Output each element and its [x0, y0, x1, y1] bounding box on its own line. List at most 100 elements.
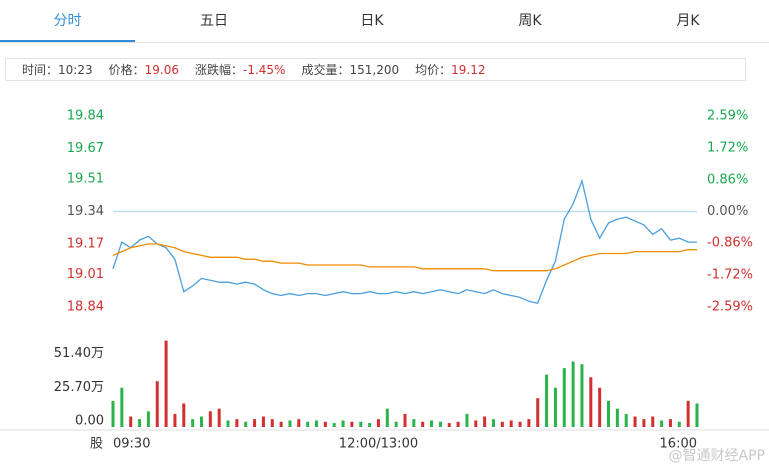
y-tick-label: 19.67: [67, 141, 104, 156]
y2-tick-label: 2.59%: [707, 109, 748, 124]
volume-bar: [332, 423, 336, 427]
volume-bar: [164, 340, 168, 427]
volume-bar: [562, 368, 566, 427]
info-label: 成交量：: [301, 63, 350, 77]
volume-bar: [138, 419, 142, 427]
volume-bar: [580, 364, 584, 427]
volume-bar: [668, 419, 672, 427]
y-tick-label: 18.84: [67, 300, 104, 315]
volume-bar: [155, 381, 159, 427]
volume-bar: [642, 419, 646, 427]
volume-bar: [536, 398, 540, 427]
info-label: 时间：: [22, 63, 59, 77]
tab[interactable]: 分时: [0, 0, 135, 42]
volume-bar: [120, 387, 124, 427]
y2-tick-label: 0.00%: [707, 204, 748, 219]
volume-bar: [235, 419, 239, 427]
x-tick-label: 09:30: [113, 437, 150, 452]
volume-bar: [598, 387, 602, 427]
volume-bar: [191, 419, 195, 427]
y-tick-label: 19.51: [67, 172, 104, 187]
volume-bar: [376, 419, 380, 427]
tab[interactable]: 日K: [360, 13, 384, 29]
volume-bar: [421, 421, 425, 427]
volume-bar: [412, 419, 416, 427]
volume-bar: [182, 403, 186, 427]
volume-bar: [607, 400, 611, 427]
volume-bar: [368, 423, 372, 427]
tab[interactable]: 月K: [676, 13, 700, 29]
info-item: 价格：19.06: [109, 59, 179, 80]
x-tick-label: 16:00: [660, 437, 697, 452]
volume-bar: [279, 421, 283, 427]
volume-bar: [270, 419, 274, 427]
volume-bar: [403, 413, 407, 427]
y-tick-label: 19.84: [67, 109, 104, 124]
tab[interactable]: 周K: [518, 13, 542, 29]
price-line: [112, 243, 697, 272]
info-item: 涨跌幅：-1.45%: [195, 59, 285, 80]
volume-bar: [677, 421, 681, 427]
volume-bar: [465, 413, 469, 427]
volume-bar: [633, 416, 637, 427]
info-label: 涨跌幅：: [194, 63, 243, 77]
volume-bar: [306, 421, 310, 427]
y2-tick-label: 0.86%: [707, 172, 748, 187]
volume-bar: [483, 416, 487, 427]
info-value: -1.45%: [243, 63, 286, 77]
volume-bar: [491, 419, 495, 427]
volume-bar: [615, 408, 619, 427]
info-bar: 时间：10:23 价格：19.06 涨跌幅：-1.45% 成交量：151,200 均价：…: [5, 58, 746, 81]
y-tick-label: 19.34: [67, 204, 104, 219]
info-item: 均价：19.12: [415, 59, 485, 80]
volume-bar: [545, 374, 549, 427]
tab-bar: 分时 五日 日K 周K 月K: [0, 0, 769, 43]
volume-bar: [288, 420, 292, 427]
info-value: 151,200: [349, 63, 400, 77]
volume-bar: [244, 421, 248, 427]
volume-bar: [261, 416, 265, 427]
y2-tick-label: -0.86%: [707, 236, 753, 251]
volume-bar: [500, 421, 504, 427]
volume-bar: [146, 411, 150, 427]
volume-bar: [589, 377, 593, 427]
x-tick-label: 12:00/13:00: [339, 437, 418, 452]
y-tick-label: 19.01: [67, 267, 104, 282]
volume-tick-label: 25.70万: [54, 380, 104, 395]
volume-bar: [474, 420, 478, 427]
volume-bar: [438, 421, 442, 427]
info-value: 19.12: [451, 63, 486, 77]
price-line: [112, 178, 697, 304]
watermark: @智通财经APP: [669, 448, 765, 464]
volume-bar: [686, 400, 690, 427]
volume-bar: [359, 421, 363, 427]
volume-bar: [660, 420, 664, 427]
volume-bar: [385, 408, 389, 427]
volume-bar: [518, 421, 522, 427]
volume-bar: [456, 421, 460, 427]
volume-bar: [651, 416, 655, 427]
volume-bar: [199, 416, 203, 427]
volume-bar: [315, 420, 319, 427]
volume-bar: [111, 400, 115, 427]
volume-bar: [695, 403, 699, 427]
info-item: 时间：10:23: [22, 59, 93, 80]
y-unit-label: 股: [90, 437, 103, 452]
volume-bar: [217, 408, 221, 427]
volume-bar: [253, 419, 257, 427]
volume-bar: [129, 416, 133, 427]
volume-bar: [341, 420, 345, 427]
volume-bar: [394, 421, 398, 427]
y-tick-label: 19.17: [67, 236, 104, 251]
info-value: 19.06: [144, 63, 179, 77]
volume-bar: [350, 421, 354, 427]
volume-bar: [297, 419, 301, 427]
volume-bar: [553, 387, 557, 427]
info-label: 价格：: [108, 63, 145, 77]
y2-tick-label: -2.59%: [707, 300, 753, 315]
volume-bar: [208, 411, 212, 427]
volume-tick-label: 0.00: [75, 414, 104, 429]
tab[interactable]: 五日: [200, 13, 228, 29]
volume-bar: [447, 423, 451, 427]
